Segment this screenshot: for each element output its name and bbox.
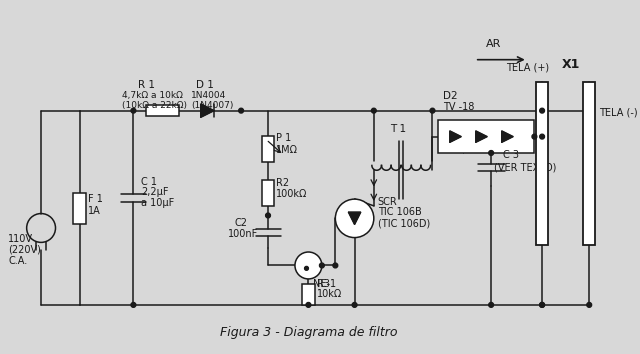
Circle shape [295, 252, 322, 279]
Bar [74, 193, 86, 224]
Text: R 1: R 1 [138, 80, 156, 90]
Text: X1: X1 [561, 58, 580, 72]
Circle shape [371, 108, 376, 113]
Circle shape [306, 303, 311, 307]
Text: C 1: C 1 [141, 177, 157, 187]
Bar [583, 82, 595, 245]
Text: 110V: 110V [8, 234, 33, 244]
Text: 100nF: 100nF [228, 229, 258, 239]
Text: (10kΩ a 22kΩ): (10kΩ a 22kΩ) [122, 101, 187, 110]
Bar [438, 120, 534, 153]
Circle shape [239, 108, 243, 113]
Text: (VER TEXTO): (VER TEXTO) [494, 162, 556, 172]
Text: 4,7kΩ a 10kΩ: 4,7kΩ a 10kΩ [122, 91, 183, 100]
Circle shape [540, 134, 545, 139]
Circle shape [305, 267, 308, 270]
Text: TIC 106B: TIC 106B [378, 207, 421, 217]
Text: SCR: SCR [378, 197, 397, 207]
Circle shape [333, 263, 338, 268]
Text: C.A.: C.A. [8, 256, 28, 266]
Circle shape [532, 134, 537, 139]
Text: 1N4004: 1N4004 [191, 91, 227, 100]
Bar [146, 105, 179, 116]
Circle shape [489, 150, 493, 155]
Circle shape [266, 213, 271, 218]
Bar [262, 136, 275, 162]
Text: F 1: F 1 [88, 194, 103, 204]
Circle shape [430, 108, 435, 113]
Text: TELA (+): TELA (+) [506, 62, 548, 72]
Text: 1MΩ: 1MΩ [276, 145, 298, 155]
Polygon shape [476, 131, 487, 142]
Polygon shape [502, 131, 513, 142]
Text: C2: C2 [234, 218, 248, 228]
Text: 10kΩ: 10kΩ [317, 289, 342, 299]
Text: AR: AR [486, 39, 502, 49]
Circle shape [540, 108, 545, 113]
Text: (TIC 106D): (TIC 106D) [378, 218, 430, 228]
Text: a 10μF: a 10μF [141, 198, 174, 208]
Text: TV -18: TV -18 [443, 102, 474, 112]
Text: C 3: C 3 [502, 150, 518, 160]
Text: R2: R2 [276, 178, 289, 188]
Polygon shape [450, 131, 461, 142]
Text: 100kΩ: 100kΩ [276, 189, 307, 199]
Text: TELA (-): TELA (-) [599, 108, 637, 118]
Circle shape [131, 108, 136, 113]
Circle shape [489, 303, 493, 307]
Circle shape [540, 303, 545, 307]
Text: D 1: D 1 [196, 80, 214, 90]
Text: Figura 3 - Diagrama de filtro: Figura 3 - Diagrama de filtro [220, 326, 397, 339]
Text: 1A: 1A [88, 206, 101, 216]
Circle shape [335, 199, 374, 238]
Text: P 1: P 1 [276, 133, 291, 143]
Circle shape [131, 303, 136, 307]
Text: NE-1: NE-1 [313, 279, 337, 289]
Bar [262, 181, 275, 206]
Bar [302, 284, 315, 305]
Text: (220V): (220V) [8, 245, 41, 255]
Bar [536, 82, 548, 245]
Text: 2,2μF: 2,2μF [141, 187, 168, 197]
Circle shape [540, 303, 545, 307]
Circle shape [319, 263, 324, 268]
Circle shape [352, 303, 357, 307]
Circle shape [587, 303, 591, 307]
Text: T 1: T 1 [390, 124, 406, 134]
Text: D2: D2 [443, 91, 458, 101]
Text: (1N4007): (1N4007) [191, 101, 234, 110]
Text: R3: R3 [317, 279, 330, 289]
Polygon shape [201, 104, 214, 118]
Polygon shape [348, 212, 361, 224]
